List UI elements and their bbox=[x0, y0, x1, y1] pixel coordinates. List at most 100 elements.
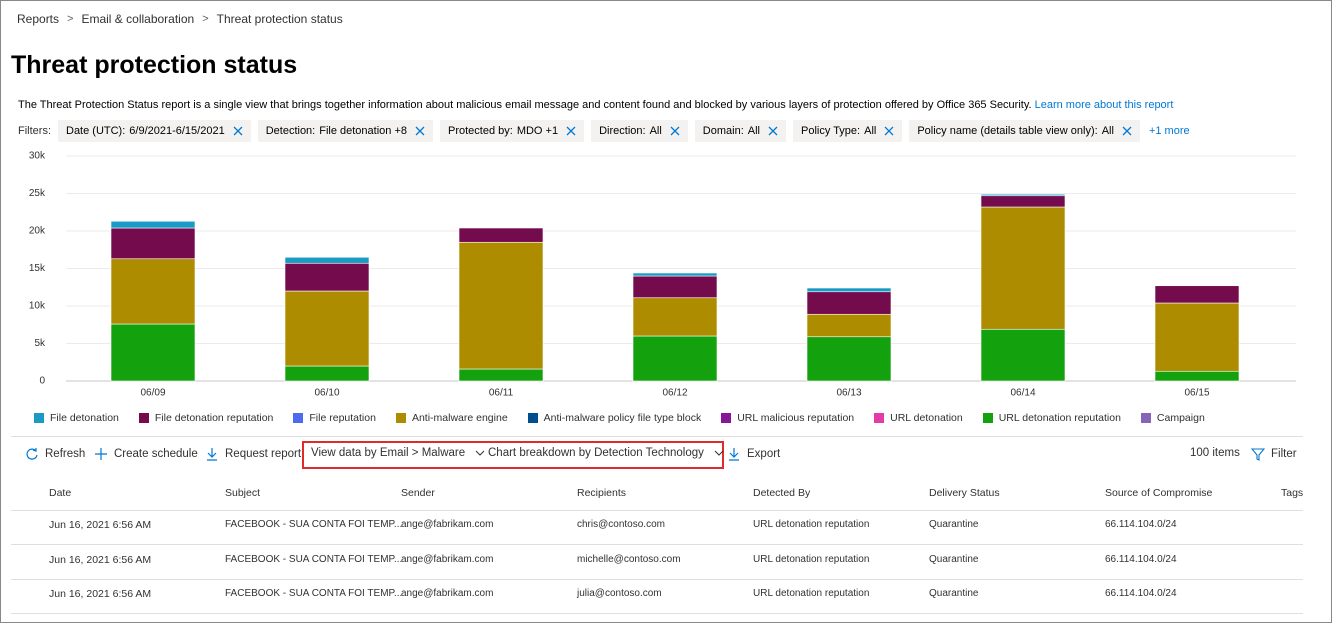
table-cell: Jun 16, 2021 6:56 AM bbox=[49, 588, 152, 600]
y-tick-label: 0 bbox=[39, 376, 45, 387]
refresh-button[interactable]: Refresh bbox=[25, 447, 85, 461]
chart: 0 5k 10k 15k 20k 25k 30k 06/09 06/10 06/11 06/12 06… bbox=[29, 151, 1296, 399]
y-tick-label: 20k bbox=[29, 226, 46, 237]
export-label: Export bbox=[747, 448, 781, 460]
filter-chip[interactable]: Policy Type: All bbox=[793, 120, 903, 142]
legend-label: Campaign bbox=[1156, 412, 1205, 424]
bar-segment bbox=[806, 313, 892, 338]
filter-chip[interactable]: Date (UTC): 6/9/2021-6/15/2021 bbox=[58, 120, 251, 142]
filter-name: Policy name (details table view only): bbox=[917, 125, 1098, 137]
filter-chip[interactable]: Protected by: MDO +1 bbox=[440, 120, 585, 142]
remove-icon bbox=[884, 126, 894, 136]
remove-icon bbox=[415, 126, 425, 136]
legend-item[interactable]: URL detonation bbox=[874, 412, 963, 424]
table-cell: URL detonation reputation bbox=[753, 588, 870, 599]
bar-segment bbox=[110, 220, 196, 229]
remove-glyph bbox=[566, 126, 576, 136]
remove-icon bbox=[233, 126, 243, 136]
more-filters-link[interactable]: +1 more bbox=[1148, 125, 1190, 137]
column-header[interactable]: Source of Compromise bbox=[1105, 487, 1213, 499]
bar-segment bbox=[980, 328, 1066, 382]
legend-item[interactable]: URL detonation reputation bbox=[982, 412, 1121, 424]
legend-swatch bbox=[721, 413, 732, 423]
chevron-icon bbox=[714, 450, 724, 456]
filter-chip[interactable]: Policy name (details table view only): Al… bbox=[909, 120, 1140, 142]
legend-item[interactable]: URL malicious reputation bbox=[721, 412, 854, 424]
breadcrumb[interactable]: Reports bbox=[17, 12, 60, 26]
filter-chip[interactable]: Domain: All bbox=[694, 120, 786, 142]
table-cell: michelle@contoso.com bbox=[577, 553, 681, 565]
remove-icon bbox=[566, 126, 576, 136]
column-header[interactable]: Subject bbox=[225, 487, 261, 499]
legend-item[interactable]: Anti-malware policy file type block bbox=[527, 412, 701, 424]
learn-more-link[interactable]: Learn more about this report bbox=[1034, 99, 1174, 111]
bar-segment bbox=[458, 241, 544, 370]
bar-segment bbox=[980, 195, 1066, 208]
bar-segment bbox=[284, 256, 370, 264]
table-cell: URL detonation reputation bbox=[753, 519, 870, 530]
column-header[interactable]: Tags bbox=[1281, 487, 1304, 499]
x-tick-label: 06/11 bbox=[489, 388, 514, 399]
bar-segment bbox=[284, 365, 370, 382]
legend-label: File detonation reputation bbox=[154, 412, 274, 424]
page-title: Threat protection status bbox=[11, 51, 298, 79]
bar-segment bbox=[980, 193, 1066, 197]
column-header[interactable]: Delivery Status bbox=[929, 487, 1000, 499]
column-header[interactable]: Sender bbox=[401, 487, 435, 499]
legend-swatch bbox=[293, 413, 304, 423]
legend-swatch bbox=[34, 413, 44, 423]
filter-chip[interactable]: Direction: All bbox=[591, 120, 688, 142]
bar-segment bbox=[632, 275, 718, 299]
chevron-icon bbox=[475, 450, 485, 456]
legend-label: URL malicious reputation bbox=[737, 412, 855, 424]
legend-item[interactable]: Anti-malware engine bbox=[395, 412, 508, 424]
y-tick-label: 10k bbox=[29, 301, 46, 312]
filter-name: Domain: bbox=[702, 125, 744, 137]
legend-item[interactable]: Campaign bbox=[1140, 412, 1205, 424]
x-tick-label: 06/14 bbox=[1010, 388, 1035, 399]
divider bbox=[11, 436, 1303, 437]
legend-item[interactable]: File detonation bbox=[34, 412, 119, 424]
filter-value: File detonation +8 bbox=[319, 125, 407, 137]
bar-segment bbox=[806, 336, 892, 382]
remove-icon bbox=[670, 126, 680, 136]
filter-name: Date (UTC): bbox=[66, 125, 126, 137]
table-cell: ange@fabrikam.com bbox=[401, 588, 494, 599]
legend-label: URL detonation bbox=[890, 412, 963, 424]
breakdown-label: Chart breakdown by Detection Technology bbox=[488, 447, 704, 459]
remove-glyph bbox=[1122, 126, 1132, 136]
remove-glyph bbox=[884, 126, 894, 136]
row-divider bbox=[11, 544, 1303, 545]
export-button[interactable]: Export bbox=[727, 447, 780, 461]
legend-label: File reputation bbox=[309, 412, 376, 424]
legend-label: File detonation bbox=[50, 412, 119, 424]
bar-segment bbox=[458, 368, 544, 382]
legend-item[interactable]: File reputation bbox=[293, 412, 376, 424]
column-header[interactable]: Date bbox=[49, 487, 72, 499]
description-text: The Threat Protection Status report is a… bbox=[18, 99, 1032, 111]
filter-name: Policy Type: bbox=[801, 125, 861, 137]
bar-segment bbox=[284, 262, 370, 292]
bar-segment bbox=[806, 291, 892, 315]
create-schedule-label: Create schedule bbox=[114, 448, 198, 460]
create-schedule-button[interactable]: Create schedule bbox=[94, 447, 198, 461]
column-header[interactable]: Detected By bbox=[753, 487, 811, 499]
x-tick-label: 06/09 bbox=[140, 388, 165, 399]
column-header[interactable]: Recipients bbox=[577, 487, 627, 499]
filter-value: All bbox=[1101, 125, 1114, 137]
legend-item[interactable]: File detonation reputation bbox=[138, 412, 274, 424]
breadcrumb[interactable]: Email & collaboration bbox=[81, 12, 195, 26]
filter-button[interactable]: Filter bbox=[1251, 447, 1297, 461]
request-report-button[interactable]: Request report bbox=[205, 447, 301, 461]
table-cell: 66.114.104.0/24 bbox=[1105, 553, 1177, 565]
legend-swatch bbox=[982, 413, 993, 423]
breakdown-dropdown[interactable]: Chart breakdown by Detection Technology bbox=[488, 447, 724, 459]
legend-swatch bbox=[1140, 413, 1151, 423]
breadcrumbs: Reports > Email & collaboration > Threat p… bbox=[17, 12, 343, 26]
x-tick-label: 06/10 bbox=[314, 388, 339, 399]
bar-segment bbox=[284, 290, 370, 367]
filter-name: Protected by: bbox=[448, 125, 513, 137]
filter-chip[interactable]: Detection: File detonation +8 bbox=[257, 120, 433, 142]
view-data-dropdown[interactable]: View data by Email > Malware bbox=[311, 447, 485, 459]
